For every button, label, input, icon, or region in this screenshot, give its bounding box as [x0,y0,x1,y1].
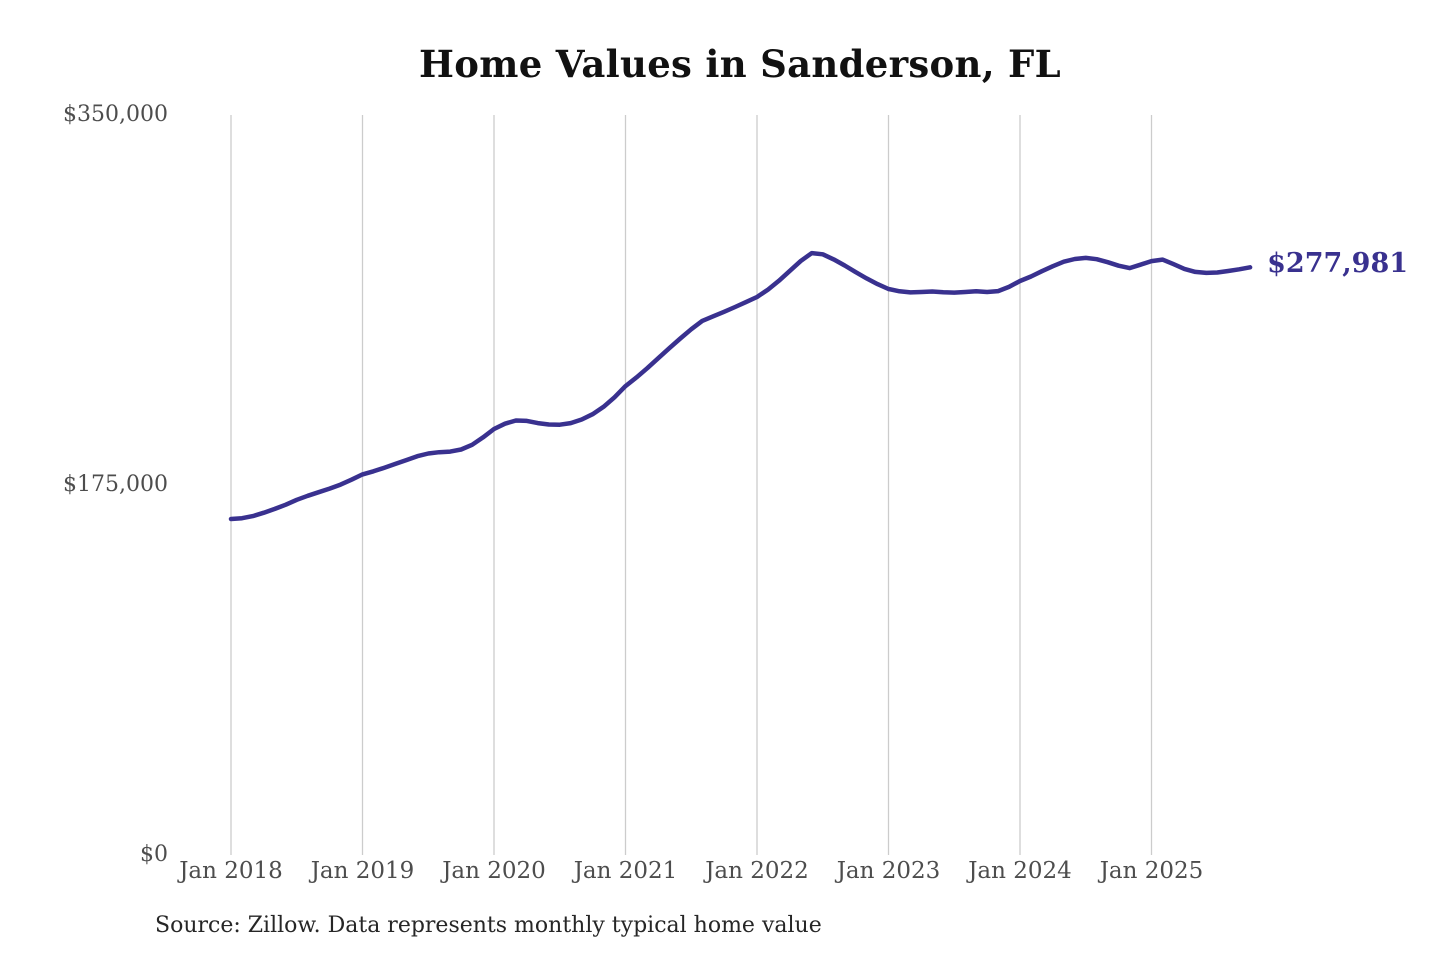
y-tick-label-350000: $350,000 [63,102,168,127]
x-tick-label-jan-2024: Jan 2024 [968,858,1072,884]
x-tick-label-jan-2020: Jan 2020 [442,858,546,884]
x-tick-label-jan-2019: Jan 2019 [310,858,415,884]
x-tick-label-jan-2022: Jan 2022 [705,858,809,884]
home-value-line [228,250,1253,522]
y-tick-label-175000: $175,000 [63,472,168,497]
y-tick-label-0: $0 [140,842,168,867]
chart-title: Home Values in Sanderson, FL [419,42,1061,86]
latest-value-label: $277,981 [1267,248,1409,280]
x-tick-label-jan-2025: Jan 2025 [1099,858,1204,884]
x-tick-label-jan-2021: Jan 2021 [573,858,678,884]
x-tick-label-jan-2023: Jan 2023 [836,858,941,884]
x-tick-label-jan-2018: Jan 2018 [179,858,283,884]
source-note: Source: Zillow. Data represents monthly … [155,913,822,938]
